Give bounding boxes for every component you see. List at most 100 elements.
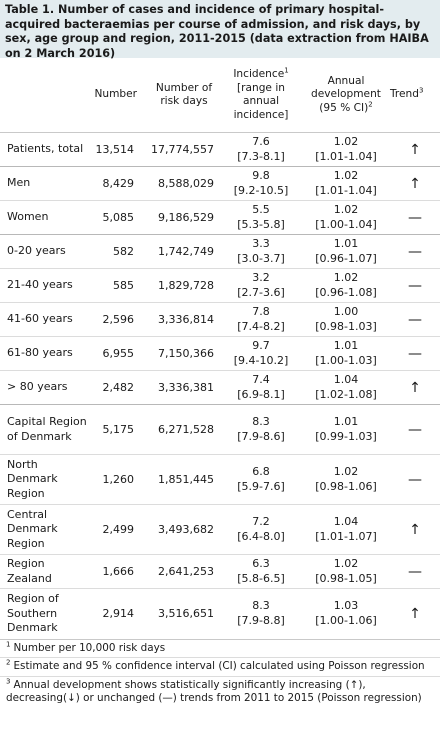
table-row: Region Zealand 1,666 2,641,253 6.3 [5.8-6.5]… — [0, 554, 440, 589]
incidence-table: Number Number of risk days Incidence1 [r… — [0, 58, 440, 639]
cell-risk-days: 17,774,557 — [151, 143, 214, 156]
cell-annual-development: 1.04 [1.02-1.08] — [315, 373, 377, 401]
table-row: 21-40 years 585 1,829,728 3.2 [2.7-3.6] 1.02[… — [0, 268, 440, 303]
cell-risk-days: 2,641,253 — [158, 565, 214, 578]
cell-annual-development: 1.02 [1.01-1.04] — [315, 169, 377, 197]
trend-unchanged-icon: — — [408, 243, 422, 260]
header-incidence: Incidence1 [range in annual incidence] — [220, 58, 302, 133]
table-row: Men 8,429 8,588,029 9.8 [9.2-10.5] 1.02 [1.01-… — [0, 166, 440, 201]
cell-risk-days: 8,588,029 — [158, 177, 214, 190]
header-number: Number — [88, 58, 140, 133]
header-blank — [0, 58, 88, 133]
cell-number: 13,514 — [95, 143, 135, 156]
cell-number: 1,260 — [102, 473, 135, 486]
trend-up-icon: ↑ — [409, 521, 421, 538]
cell-number: 2,499 — [102, 523, 135, 536]
trend-up-icon: ↑ — [409, 141, 421, 158]
cell-risk-days: 3,336,814 — [158, 313, 214, 326]
table-caption: Table 1. Number of cases and incidence o… — [0, 0, 440, 60]
cell-incidence: 5.5 [5.3-5.8] — [237, 203, 285, 231]
cell-annual-development: 1.03 [1.00-1.06] — [315, 599, 377, 627]
cell-annual-development: 1.01 [0.99-1.03] — [315, 415, 377, 443]
row-label: > 80 years — [7, 380, 68, 394]
cell-annual-development: 1.02 [0.96-1.08] — [315, 271, 377, 299]
cell-annual-development: 1.02 [1.01-1.04] — [315, 135, 377, 163]
table-row: 0-20 years 582 1,742,749 3.3 [3.0-3.7] 1.01 [0… — [0, 234, 440, 269]
cell-number: 2,914 — [102, 607, 135, 621]
footnote: 1 Number per 10,000 risk days — [0, 640, 440, 659]
cell-annual-development: 1.02 [0.98-1.05] — [315, 557, 377, 585]
cell-risk-days: 1,742,749 — [158, 245, 214, 258]
row-label: Women — [7, 210, 49, 224]
row-label: Region of Southern Denmark — [7, 592, 59, 634]
cell-number: 1,666 — [102, 565, 135, 578]
cell-risk-days: 3,336,381 — [158, 381, 214, 394]
cell-incidence: 7.2 [6.4-8.0] — [237, 515, 285, 543]
cell-incidence: 6.3 [5.8-6.5] — [237, 557, 285, 585]
cell-annual-development: 1.01 [1.00-1.03] — [315, 339, 377, 367]
cell-incidence: 8.3 [7.9-8.6] — [237, 415, 285, 443]
cell-annual-development: 1.01 [0.96-1.07] — [315, 237, 377, 265]
cell-number: 5,085 — [102, 211, 135, 224]
cell-incidence: 7.6 [7.3-8.1] — [237, 135, 285, 163]
row-label: Region Zealand — [7, 557, 52, 585]
table-row: Central Denmark Region 2,499 3,493,682 7.2[… — [0, 504, 440, 555]
cell-risk-days: 6,271,528 — [158, 423, 214, 436]
cell-number: 582 — [113, 245, 134, 258]
header-risk-days: Number of risk days — [140, 58, 220, 133]
table-row: Capital Region of Denmark 5,175 6,271,528 8… — [0, 404, 440, 455]
cell-number: 2,482 — [102, 381, 135, 394]
cell-number: 5,175 — [102, 423, 135, 436]
table-row: 41-60 years 2,596 3,336,814 7.8 [7.4-8.2] 1.0… — [0, 302, 440, 337]
cell-risk-days: 7,150,366 — [158, 347, 214, 360]
row-label: Capital Region of Denmark — [7, 415, 87, 443]
footnote: 2 Estimate and 95 % confidence interval (… — [0, 658, 440, 677]
row-label: Patients, total — [7, 142, 84, 156]
trend-up-icon: ↑ — [409, 379, 421, 396]
row-label: 41-60 years — [7, 312, 73, 326]
trend-up-icon: ↑ — [409, 605, 421, 622]
cell-risk-days: 1,851,445 — [158, 473, 214, 486]
trend-unchanged-icon: — — [408, 563, 422, 580]
cell-incidence: 3.2 [2.7-3.6] — [237, 271, 285, 299]
cell-risk-days: 9,186,529 — [158, 211, 214, 224]
cell-number: 6,955 — [102, 347, 135, 360]
trend-unchanged-icon: — — [408, 209, 422, 226]
cell-number: 585 — [113, 279, 134, 292]
row-label: 61-80 years — [7, 346, 73, 360]
header-trend: Trend3 — [390, 58, 440, 133]
row-label: 21-40 years — [7, 278, 73, 292]
cell-incidence: 6.8 [5.9-7.6] — [237, 465, 285, 493]
trend-unchanged-icon: — — [408, 277, 422, 294]
cell-annual-development: 1.02 [0.98-1.06] — [315, 465, 377, 493]
cell-number: 8,429 — [102, 177, 135, 190]
cell-incidence: 9.8 [9.2-10.5] — [233, 169, 289, 197]
table-row: Region of Southern Denmark 2,914 3,516,651… — [0, 588, 440, 639]
cell-annual-development: 1.02 [1.00-1.04] — [315, 203, 377, 231]
cell-annual-development: 1.04 [1.01-1.07] — [315, 515, 377, 543]
cell-incidence: 7.4 [6.9-8.1] — [237, 373, 285, 401]
row-label: Men — [7, 176, 31, 190]
cell-risk-days: 3,493,682 — [158, 523, 214, 536]
table-row: > 80 years 2,482 3,336,381 7.4 [6.9-8.1] 1.04… — [0, 370, 440, 405]
cell-number: 2,596 — [102, 313, 135, 326]
cell-incidence: 8.3 [7.9-8.8] — [237, 599, 285, 627]
table-row: 61-80 years 6,955 7,150,366 9.7 [9.4-10.2] 1.… — [0, 336, 440, 371]
cell-risk-days: 1,829,728 — [158, 279, 214, 292]
footnote: 3 Annual development shows statistically … — [6, 677, 422, 705]
table-row: Women 5,085 9,186,529 5.5 [5.3-5.8] 1.02 [1.00… — [0, 200, 440, 235]
trend-up-icon: ↑ — [409, 175, 421, 192]
footnotes: 1 Number per 10,000 risk days 2 Estimate an… — [0, 638, 440, 708]
cell-incidence: 3.3 [3.0-3.7] — [237, 237, 285, 265]
trend-unchanged-icon: — — [408, 311, 422, 328]
row-label: Central Denmark Region — [7, 507, 58, 550]
row-label: North Denmark Region — [7, 457, 58, 500]
header-annual-development: Annual development (95 % CI)2 — [302, 58, 390, 133]
row-label: 0-20 years — [7, 244, 66, 258]
cell-annual-development: 1.00 [0.98-1.03] — [315, 305, 377, 333]
trend-unchanged-icon: — — [408, 345, 422, 362]
cell-incidence: 7.8 [7.4-8.2] — [237, 305, 285, 333]
trend-unchanged-icon: — — [408, 421, 422, 438]
table-row: Patients, total 13,514 17,774,557 7.6 [7.3-8… — [0, 132, 440, 167]
table-row: North Denmark Region 1,260 1,851,445 6.8 [5.… — [0, 454, 440, 505]
